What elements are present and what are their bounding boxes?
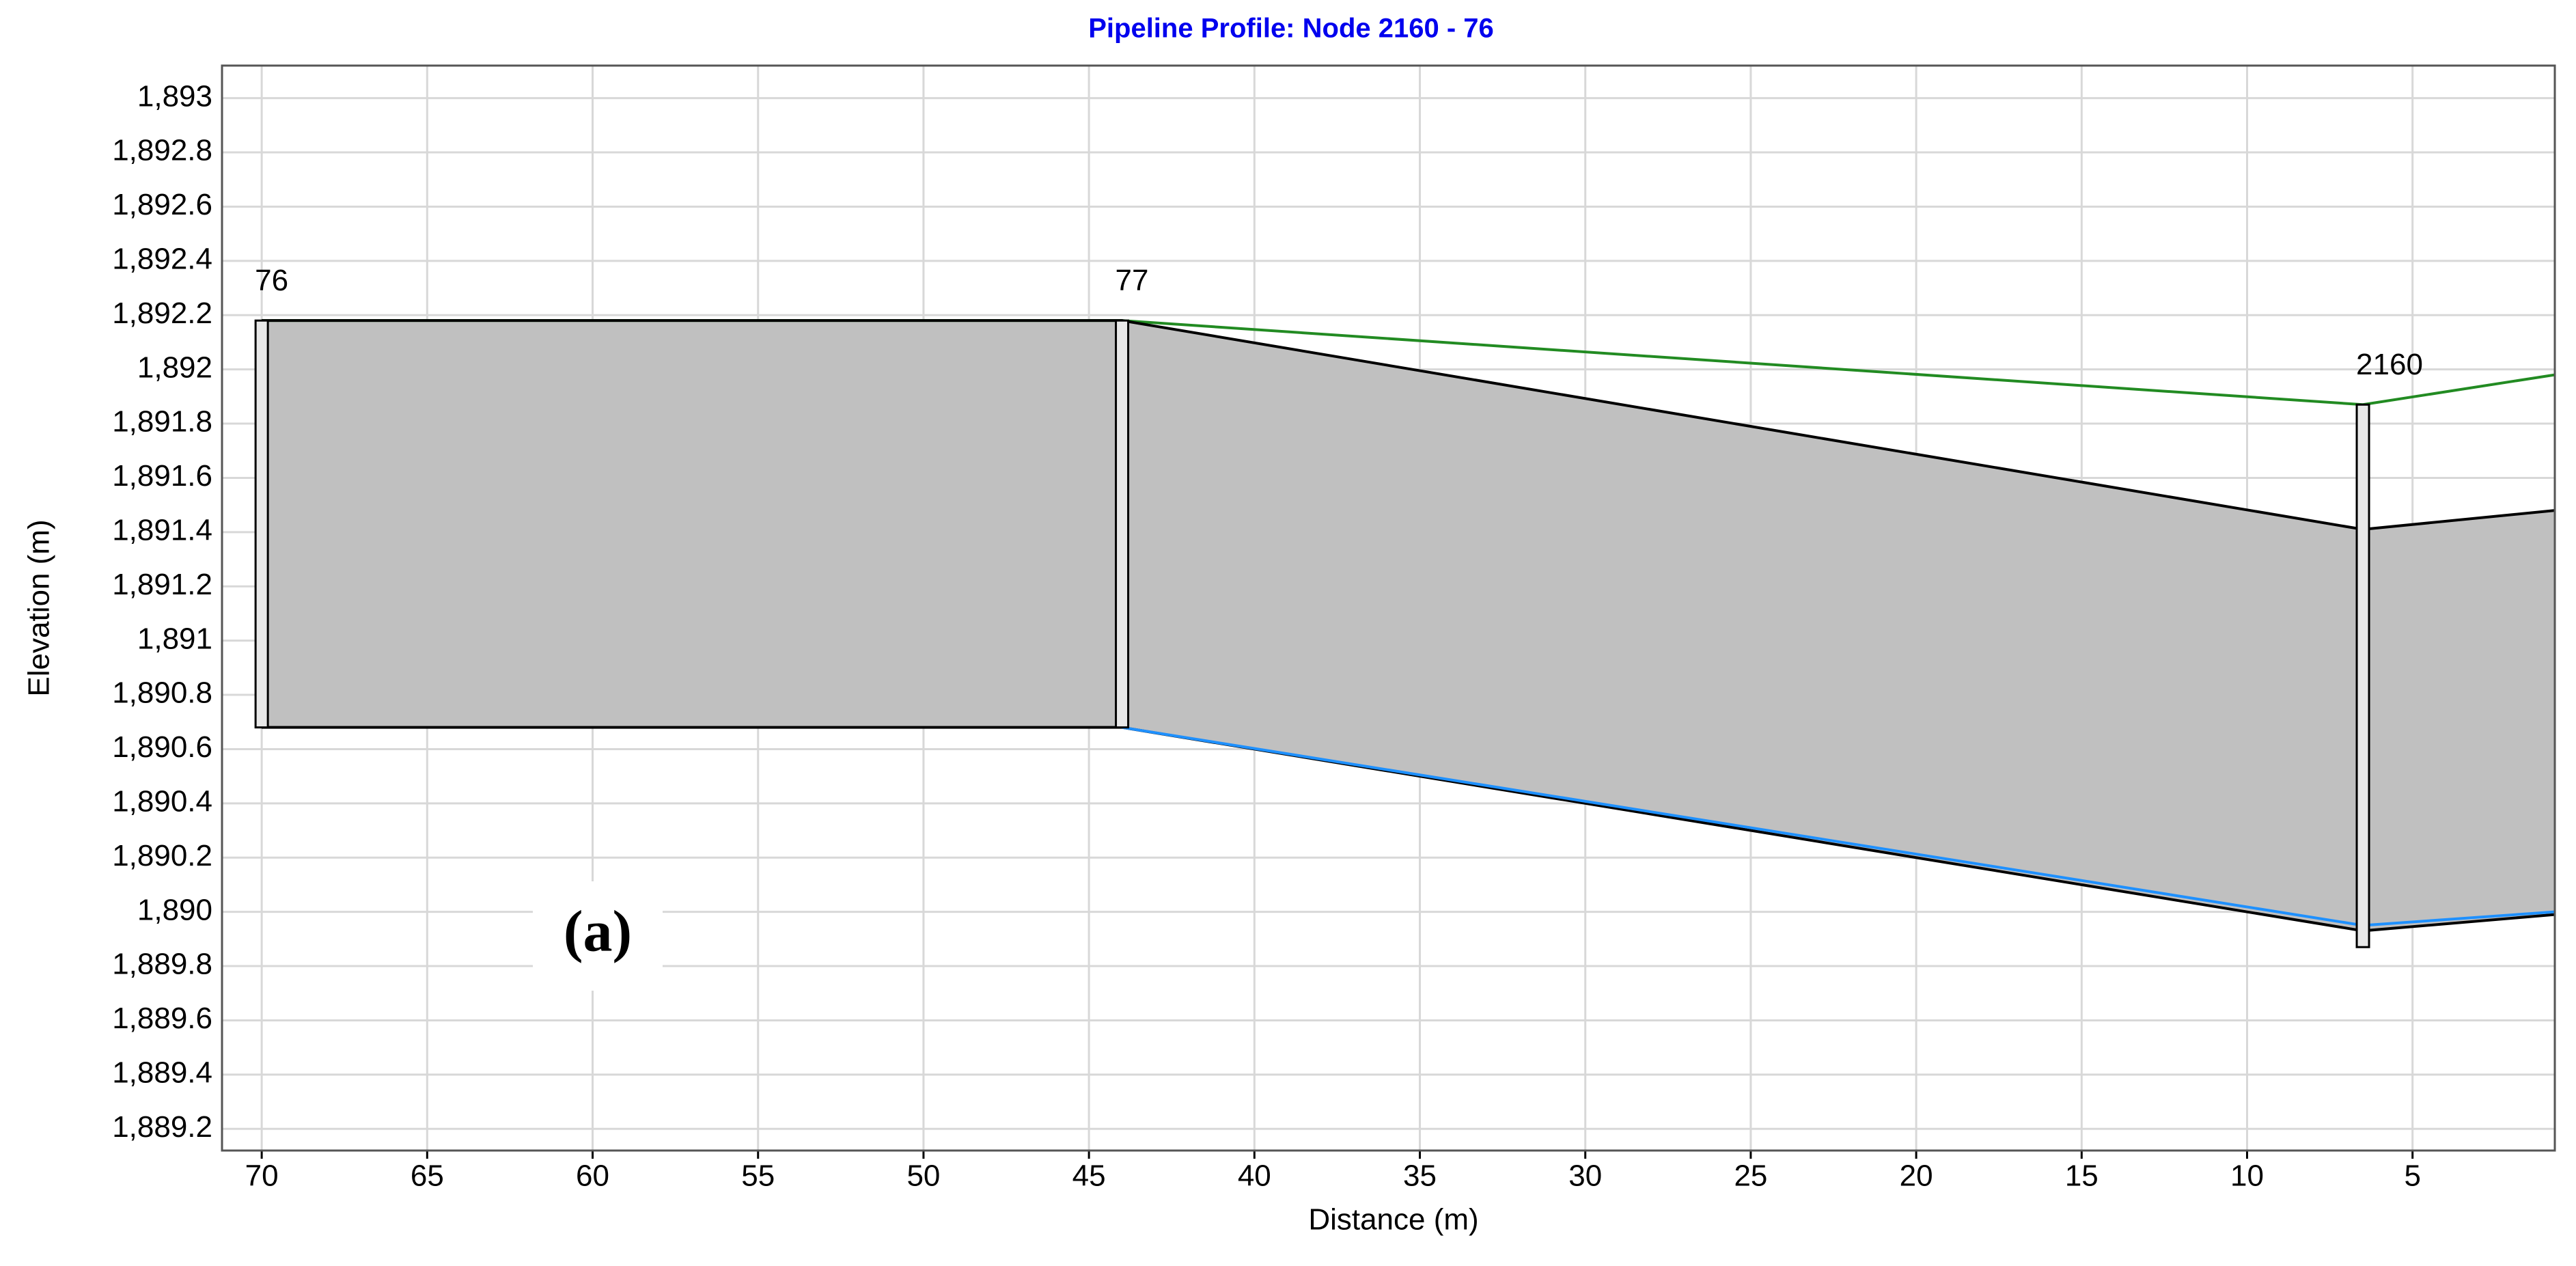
x-tick-label: 15 — [2065, 1159, 2099, 1193]
x-tick-label: 65 — [411, 1159, 444, 1193]
y-tick-label: 1,889.6 — [112, 1002, 212, 1035]
x-tick-label: 5 — [2404, 1159, 2420, 1193]
node-label: 76 — [255, 264, 288, 297]
y-tick-label: 1,892.4 — [112, 242, 212, 275]
plot-layer — [254, 319, 2555, 948]
x-tick-label: 35 — [1403, 1159, 1437, 1193]
profile-line — [262, 319, 2555, 531]
chart-title: Pipeline Profile: Node 2160 - 76 — [1088, 14, 1494, 44]
y-tick-label: 1,892.6 — [112, 188, 212, 221]
y-tick-label: 1,892.2 — [112, 297, 212, 330]
x-tick-label: 10 — [2230, 1159, 2264, 1193]
y-tick-label: 1,890.6 — [112, 730, 212, 764]
pipe-fill — [262, 320, 2555, 931]
y-axis-label: Elevation (m) — [23, 519, 56, 696]
y-tick-label: 1,889.2 — [112, 1110, 212, 1144]
y-tick-label: 1,891.6 — [112, 459, 212, 493]
x-tick-label: 30 — [1568, 1159, 1602, 1193]
y-tick-label: 1,889.4 — [112, 1056, 212, 1089]
x-tick-label: 45 — [1072, 1159, 1106, 1193]
annotation: (a) — [564, 898, 632, 964]
profile-line — [262, 726, 2555, 933]
x-tick-label: 50 — [906, 1159, 940, 1193]
node-label: 77 — [1116, 264, 1149, 297]
y-tick-label: 1,889.8 — [112, 948, 212, 981]
y-tick-label: 1,891.2 — [112, 568, 212, 601]
x-tick-label: 55 — [741, 1159, 775, 1193]
node-structure — [254, 319, 269, 729]
x-tick-label: 40 — [1238, 1159, 1271, 1193]
x-tick-label: 25 — [1734, 1159, 1767, 1193]
y-tick-label: 1,892.8 — [112, 134, 212, 167]
node-structure — [2355, 403, 2370, 948]
y-tick-label: 1,893 — [137, 79, 212, 113]
y-tick-label: 1,892 — [137, 350, 212, 384]
y-tick-label: 1,891.8 — [112, 405, 212, 439]
y-tick-label: 1,890.4 — [112, 784, 212, 818]
annotation-bg — [533, 881, 663, 991]
x-tick-label: 60 — [576, 1159, 609, 1193]
y-tick-label: 1,890.2 — [112, 839, 212, 872]
y-tick-label: 1,890 — [137, 893, 212, 926]
node-label: 2160 — [2356, 348, 2423, 381]
x-tick-label: 20 — [1900, 1159, 1933, 1193]
x-axis-label: Distance (m) — [1308, 1203, 1478, 1237]
y-tick-label: 1,891.4 — [112, 513, 212, 547]
x-tick-label: 70 — [245, 1159, 279, 1193]
y-tick-label: 1,890.8 — [112, 676, 212, 710]
y-tick-label: 1,891 — [137, 622, 212, 655]
node-structure — [1115, 319, 1130, 729]
plot-border — [221, 64, 2556, 1152]
